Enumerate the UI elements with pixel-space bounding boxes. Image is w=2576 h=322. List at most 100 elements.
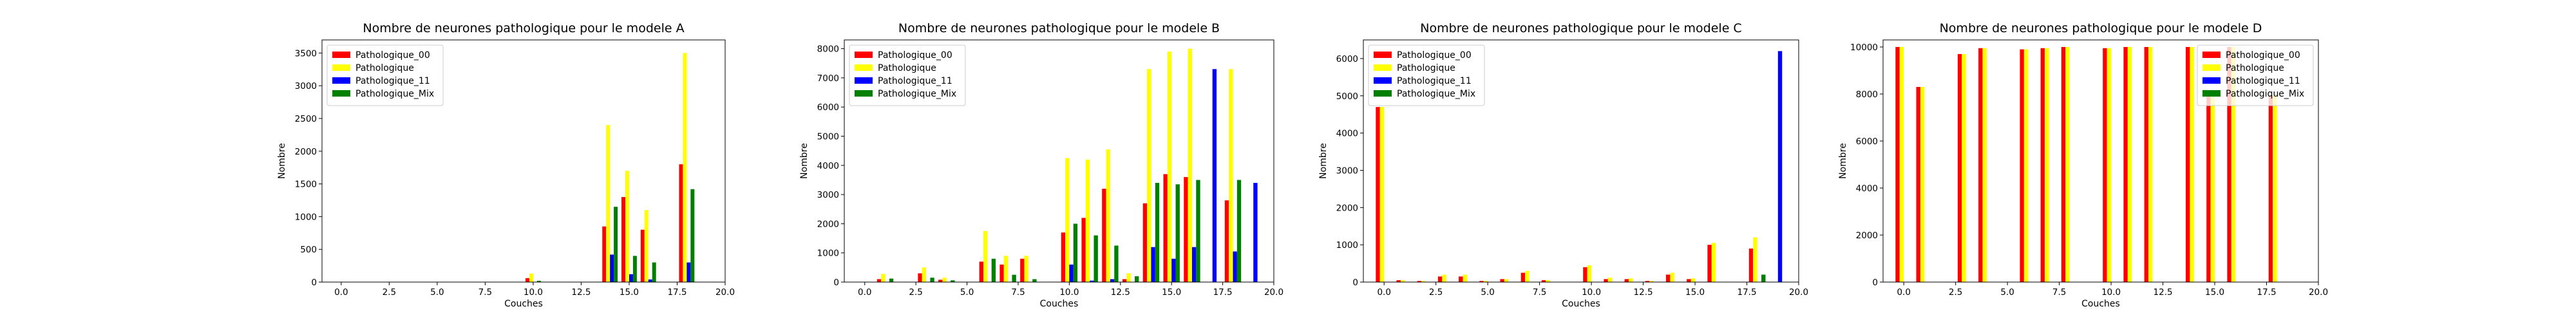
bar-pathologique <box>2190 46 2194 283</box>
x-tick-label: 12.5 <box>1634 287 1653 298</box>
bar-pathologique-00 <box>2268 95 2273 282</box>
bar-pathologique-11 <box>1171 258 1176 282</box>
x-tick-label: 7.5 <box>1533 287 1546 298</box>
legend: Pathologique_00 Pathologique Pathologique_… <box>1368 44 1485 106</box>
legend-label: Pathologique_Mix <box>2226 89 2304 99</box>
bar-pathologique-mix <box>889 278 894 282</box>
x-tick-label: 15.0 <box>2205 287 2224 298</box>
x-tick-label: 2.5 <box>1429 287 1443 298</box>
x-tick-label: 2.5 <box>1949 287 1962 298</box>
x-tick-label: 17.5 <box>1213 287 1233 298</box>
bar-pathologique-00 <box>1376 107 1380 282</box>
bar-pathologique-00 <box>938 279 943 282</box>
legend-swatch <box>1374 52 1392 58</box>
x-tick-label: 10.0 <box>2101 287 2121 298</box>
y-tick-label: 7000 <box>817 73 839 84</box>
legend-swatch <box>855 52 873 58</box>
bar-pathologique <box>2107 48 2112 282</box>
bar-pathologique <box>1546 280 1550 282</box>
bar-pathologique-mix <box>690 189 695 282</box>
x-tick-label: 0.0 <box>1897 287 1910 298</box>
bar-pathologique <box>2148 46 2153 283</box>
y-tick-label: 2000 <box>1856 231 1878 241</box>
bar-pathologique-00 <box>602 226 607 282</box>
bar-pathologique-mix <box>1236 180 1242 282</box>
bar-pathologique <box>1188 48 1192 282</box>
bar-pathologique <box>683 53 687 282</box>
bar-pathologique <box>644 210 649 282</box>
bar-pathologique <box>529 273 533 282</box>
bar-pathologique <box>1690 278 1696 282</box>
x-tick-label: 5.0 <box>960 287 974 298</box>
bar-pathologique <box>1920 87 1925 282</box>
y-axis-label: Nombre <box>1318 143 1329 179</box>
bar-pathologique-00 <box>1895 46 1900 283</box>
legend-box <box>327 44 444 106</box>
y-tick-label: 1500 <box>295 180 317 190</box>
x-tick-label: 15.0 <box>1162 287 1181 298</box>
bar-pathologique-00 <box>2040 48 2045 282</box>
bar-pathologique-mix <box>951 280 955 282</box>
legend-swatch <box>2202 90 2221 97</box>
bar-pathologique-00 <box>1163 174 1168 282</box>
y-tick-label: 3000 <box>1336 166 1358 176</box>
bar-pathologique-mix <box>1761 274 1766 282</box>
bar-pathologique-00 <box>1748 248 1754 282</box>
bar-pathologique <box>1607 278 1613 282</box>
legend-label: Pathologique <box>355 63 414 73</box>
bar-pathologique-00 <box>2123 46 2128 283</box>
bar-pathologique-mix <box>1032 279 1037 282</box>
legend-swatch <box>855 64 873 71</box>
chart-title: Nombre de neurones pathologique pour le … <box>1940 21 2262 35</box>
bar-pathologique-00 <box>640 229 645 282</box>
legend-swatch <box>1374 90 1392 97</box>
x-tick-label: 2.5 <box>909 287 922 298</box>
chart-panel-3: Nombre de neurones pathologique pour le … <box>1318 21 1808 309</box>
bar-pathologique <box>1649 281 1654 282</box>
legend-swatch <box>855 77 873 84</box>
bar-pathologique <box>1106 149 1110 282</box>
y-tick-label: 6000 <box>817 102 839 113</box>
y-tick-label: 500 <box>300 245 317 255</box>
legend-label: Pathologique_Mix <box>1397 89 1475 99</box>
legend-swatch <box>1374 77 1392 84</box>
bar-pathologique <box>1167 52 1172 282</box>
bar-pathologique <box>1024 256 1028 282</box>
bar-pathologique-00 <box>1122 279 1127 282</box>
legend-label: Pathologique_11 <box>2226 76 2300 86</box>
legend-label: Pathologique_00 <box>1397 50 1472 61</box>
legend-swatch <box>332 52 350 58</box>
bar-pathologique <box>1753 237 1757 282</box>
x-tick-label: 17.5 <box>667 287 687 298</box>
bar-pathologique <box>1670 272 1674 282</box>
x-tick-label: 20.0 <box>715 287 735 298</box>
bar-pathologique <box>1229 69 1233 282</box>
legend-label: Pathologique <box>878 63 936 73</box>
y-tick-label: 2000 <box>1336 203 1358 213</box>
plot-frame <box>321 39 726 283</box>
x-axis-label: Couches <box>2081 299 2120 309</box>
x-axis-label: Couches <box>1040 299 1079 309</box>
legend-label: Pathologique_00 <box>878 50 952 61</box>
x-tick-label: 12.5 <box>571 287 591 298</box>
bar-pathologique <box>1962 53 1966 282</box>
bar-pathologique-00 <box>1500 279 1504 282</box>
bar-pathologique-00 <box>525 278 529 282</box>
bar-pathologique-00 <box>621 196 625 282</box>
bar-pathologique-00 <box>2020 49 2024 283</box>
bar-pathologique <box>2045 48 2049 282</box>
legend-swatch <box>332 77 350 84</box>
legend-label: Pathologique_Mix <box>878 89 956 99</box>
legend-label: Pathologique_11 <box>878 76 952 86</box>
y-tick-label: 3500 <box>295 48 317 59</box>
bar-pathologique-11 <box>629 274 633 282</box>
x-tick-label: 17.5 <box>1737 287 1756 298</box>
legend-label: Pathologique_11 <box>1397 76 1472 86</box>
y-axis-label: Nombre <box>1838 143 1848 179</box>
bar-pathologique <box>2127 46 2132 283</box>
bar-pathologique-00 <box>1957 53 1962 282</box>
bar-pathologique <box>1463 274 1467 282</box>
y-tick-label: 5000 <box>1336 91 1358 102</box>
legend-swatch <box>332 64 350 71</box>
bar-pathologique <box>1421 281 1426 282</box>
